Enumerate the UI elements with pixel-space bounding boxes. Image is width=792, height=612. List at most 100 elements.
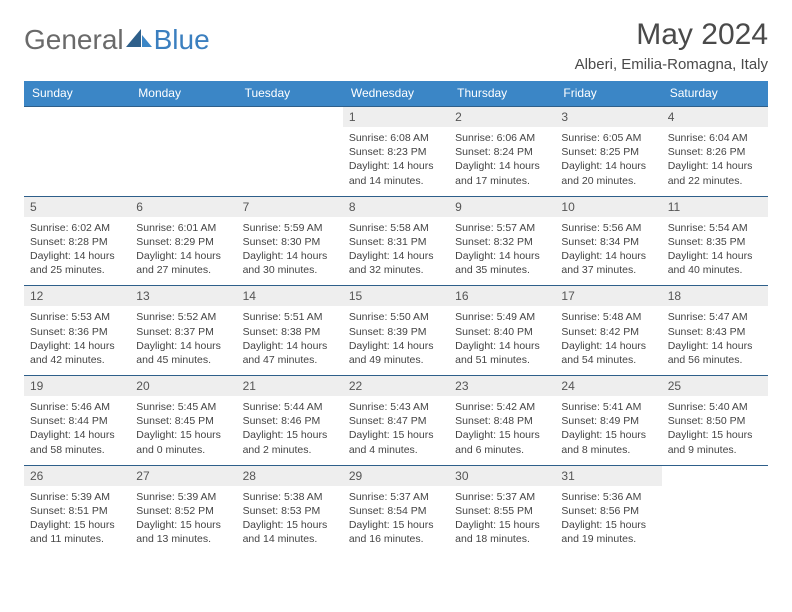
day-details: Sunrise: 5:56 AMSunset: 8:34 PMDaylight:… bbox=[561, 221, 655, 278]
day-line: Daylight: 14 hours bbox=[349, 339, 443, 353]
day-line: Sunrise: 5:36 AM bbox=[561, 490, 655, 504]
day-number: 20 bbox=[130, 376, 236, 396]
weeks-container: 1Sunrise: 6:08 AMSunset: 8:23 PMDaylight… bbox=[24, 106, 768, 554]
day-line: and 8 minutes. bbox=[561, 443, 655, 457]
day-line: Daylight: 14 hours bbox=[243, 339, 337, 353]
day-line: Daylight: 15 hours bbox=[243, 518, 337, 532]
day-line: Daylight: 14 hours bbox=[668, 159, 762, 173]
day-number: 9 bbox=[449, 197, 555, 217]
day-line: Sunset: 8:29 PM bbox=[136, 235, 230, 249]
day-number: 12 bbox=[24, 286, 130, 306]
day-details: Sunrise: 5:48 AMSunset: 8:42 PMDaylight:… bbox=[561, 310, 655, 367]
day-line: Daylight: 15 hours bbox=[455, 518, 549, 532]
day-line: Sunset: 8:55 PM bbox=[455, 504, 549, 518]
day-cell: 7Sunrise: 5:59 AMSunset: 8:30 PMDaylight… bbox=[237, 197, 343, 286]
day-line: Sunrise: 6:04 AM bbox=[668, 131, 762, 145]
day-line: Sunrise: 6:01 AM bbox=[136, 221, 230, 235]
day-cell: 28Sunrise: 5:38 AMSunset: 8:53 PMDayligh… bbox=[237, 466, 343, 555]
day-cell bbox=[24, 107, 130, 196]
day-line: and 16 minutes. bbox=[349, 532, 443, 546]
day-line: and 40 minutes. bbox=[668, 263, 762, 277]
day-details: Sunrise: 5:37 AMSunset: 8:54 PMDaylight:… bbox=[349, 490, 443, 547]
day-line: and 25 minutes. bbox=[30, 263, 124, 277]
day-line: Sunrise: 5:49 AM bbox=[455, 310, 549, 324]
day-line: Sunrise: 5:51 AM bbox=[243, 310, 337, 324]
weekday-header: SundayMondayTuesdayWednesdayThursdayFrid… bbox=[24, 81, 768, 106]
day-details: Sunrise: 5:45 AMSunset: 8:45 PMDaylight:… bbox=[136, 400, 230, 457]
day-line: Sunrise: 5:37 AM bbox=[349, 490, 443, 504]
day-details: Sunrise: 5:54 AMSunset: 8:35 PMDaylight:… bbox=[668, 221, 762, 278]
day-line: and 17 minutes. bbox=[455, 174, 549, 188]
day-line: Daylight: 15 hours bbox=[668, 428, 762, 442]
day-number: 6 bbox=[130, 197, 236, 217]
day-line: Daylight: 14 hours bbox=[668, 339, 762, 353]
day-number: 16 bbox=[449, 286, 555, 306]
day-line: Daylight: 14 hours bbox=[561, 249, 655, 263]
day-cell: 24Sunrise: 5:41 AMSunset: 8:49 PMDayligh… bbox=[555, 376, 661, 465]
week-row: 5 Sunrise: 6:02 AMSunset: 8:28 PMDaylight… bbox=[24, 196, 768, 286]
day-line: Sunset: 8:44 PM bbox=[30, 414, 124, 428]
day-details: Sunrise: 5:39 AMSunset: 8:52 PMDaylight:… bbox=[136, 490, 230, 547]
day-line: Sunrise: 5:52 AM bbox=[136, 310, 230, 324]
day-details: Sunrise: 6:02 AMSunset: 8:28 PMDaylight:… bbox=[30, 221, 124, 278]
day-number: 30 bbox=[449, 466, 555, 486]
day-line: and 19 minutes. bbox=[561, 532, 655, 546]
day-line: and 56 minutes. bbox=[668, 353, 762, 367]
day-number: 19 bbox=[24, 376, 130, 396]
day-line: Sunset: 8:53 PM bbox=[243, 504, 337, 518]
day-line: Sunrise: 5:38 AM bbox=[243, 490, 337, 504]
day-number: 24 bbox=[555, 376, 661, 396]
day-line: Daylight: 14 hours bbox=[136, 249, 230, 263]
day-line: Sunrise: 5:48 AM bbox=[561, 310, 655, 324]
day-cell: 10Sunrise: 5:56 AMSunset: 8:34 PMDayligh… bbox=[555, 197, 661, 286]
logo-text-general: General bbox=[24, 24, 124, 56]
day-details: Sunrise: 5:51 AMSunset: 8:38 PMDaylight:… bbox=[243, 310, 337, 367]
page-title: May 2024 bbox=[575, 18, 768, 52]
day-cell: 1Sunrise: 6:08 AMSunset: 8:23 PMDaylight… bbox=[343, 107, 449, 196]
day-number: 3 bbox=[555, 107, 661, 127]
day-cell bbox=[662, 466, 768, 555]
day-line: Sunrise: 5:39 AM bbox=[136, 490, 230, 504]
day-line: Sunrise: 5:39 AM bbox=[30, 490, 124, 504]
day-details: Sunrise: 5:50 AMSunset: 8:39 PMDaylight:… bbox=[349, 310, 443, 367]
logo: General Blue bbox=[24, 18, 210, 56]
day-cell: 4Sunrise: 6:04 AMSunset: 8:26 PMDaylight… bbox=[662, 107, 768, 196]
day-line: Sunset: 8:36 PM bbox=[30, 325, 124, 339]
day-line: Sunset: 8:48 PM bbox=[455, 414, 549, 428]
day-line: Sunset: 8:38 PM bbox=[243, 325, 337, 339]
day-line: Daylight: 14 hours bbox=[455, 249, 549, 263]
day-line: Sunset: 8:56 PM bbox=[561, 504, 655, 518]
day-details: Sunrise: 5:43 AMSunset: 8:47 PMDaylight:… bbox=[349, 400, 443, 457]
day-line: and 9 minutes. bbox=[668, 443, 762, 457]
day-line: Sunset: 8:23 PM bbox=[349, 145, 443, 159]
day-details: Sunrise: 5:53 AMSunset: 8:36 PMDaylight:… bbox=[30, 310, 124, 367]
calendar: SundayMondayTuesdayWednesdayThursdayFrid… bbox=[24, 81, 768, 554]
day-line: and 32 minutes. bbox=[349, 263, 443, 277]
weekday-friday: Friday bbox=[555, 81, 661, 106]
day-line: Sunset: 8:50 PM bbox=[668, 414, 762, 428]
day-number: 22 bbox=[343, 376, 449, 396]
day-line: Daylight: 14 hours bbox=[455, 159, 549, 173]
day-line: Sunrise: 5:45 AM bbox=[136, 400, 230, 414]
day-line: and 14 minutes. bbox=[243, 532, 337, 546]
day-cell: 30 Sunrise: 5:37 AMSunset: 8:55 PMDayligh… bbox=[449, 466, 555, 555]
day-line: Sunset: 8:47 PM bbox=[349, 414, 443, 428]
day-details: Sunrise: 5:37 AMSunset: 8:55 PMDaylight:… bbox=[455, 490, 549, 547]
day-details: Sunrise: 5:57 AMSunset: 8:32 PMDaylight:… bbox=[455, 221, 549, 278]
day-line: Daylight: 14 hours bbox=[561, 159, 655, 173]
day-line: Sunrise: 5:47 AM bbox=[668, 310, 762, 324]
day-line: Sunrise: 6:05 AM bbox=[561, 131, 655, 145]
day-cell: 17Sunrise: 5:48 AMSunset: 8:42 PMDayligh… bbox=[555, 286, 661, 375]
day-cell: 19Sunrise: 5:46 AMSunset: 8:44 PMDayligh… bbox=[24, 376, 130, 465]
day-line: Sunset: 8:25 PM bbox=[561, 145, 655, 159]
day-line: Daylight: 14 hours bbox=[349, 249, 443, 263]
day-line: Sunset: 8:42 PM bbox=[561, 325, 655, 339]
day-details: Sunrise: 5:49 AMSunset: 8:40 PMDaylight:… bbox=[455, 310, 549, 367]
day-number: 5 bbox=[24, 197, 130, 217]
day-number: 31 bbox=[555, 466, 661, 486]
day-line: and 13 minutes. bbox=[136, 532, 230, 546]
day-cell bbox=[130, 107, 236, 196]
day-line: Sunrise: 5:41 AM bbox=[561, 400, 655, 414]
day-line: Daylight: 14 hours bbox=[243, 249, 337, 263]
day-line: Sunrise: 5:54 AM bbox=[668, 221, 762, 235]
